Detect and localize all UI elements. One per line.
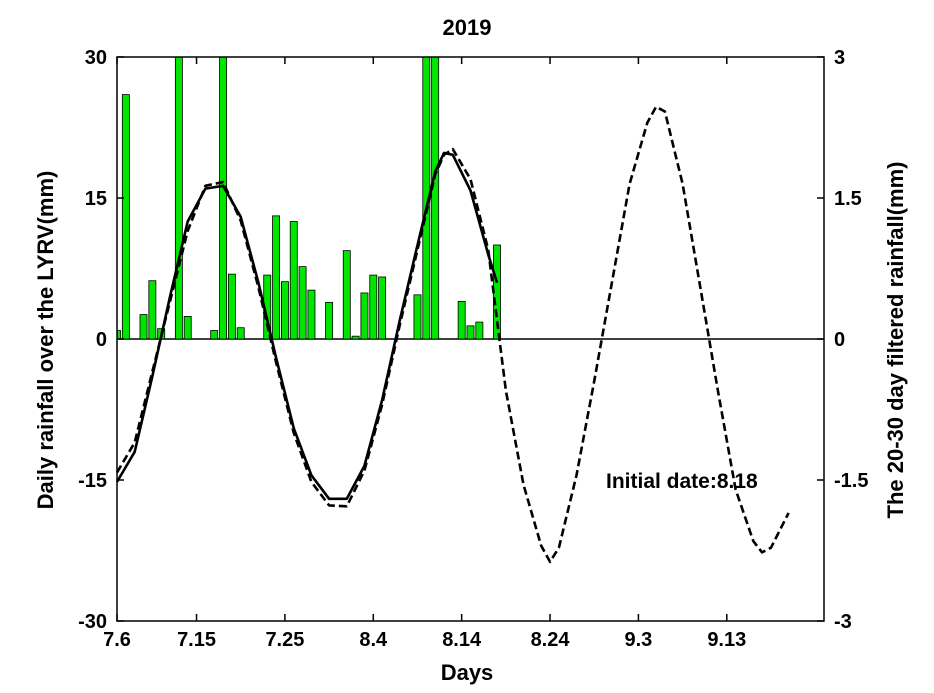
x-tick-label-4: 8.14 [442, 629, 482, 651]
rainfall-bar-28 [475, 321, 484, 340]
ticks-layer: 7.6 7.15 7.25 8.4 8.14 8.24 9.3 9.13-30-1501530… [78, 47, 868, 651]
rainfall-bar-5 [174, 56, 183, 340]
x-tick-label-3: 8.4 [359, 629, 388, 651]
rainfall-bar-10 [236, 327, 245, 340]
rainfall-bar-15 [298, 266, 307, 340]
y-left-tick-label-1: -15 [78, 470, 107, 492]
y-right-tick-label-1: -1.5 [834, 470, 868, 492]
rainfall-bar-26 [457, 300, 466, 340]
rainfall-bar-21 [369, 274, 378, 340]
rainfall-bar-27 [466, 325, 475, 340]
y-axis-left-title: Daily rainfall over the LYRV(mm) [33, 171, 58, 510]
chart-title: 2019 [443, 15, 492, 40]
rainfall-bar-20 [360, 292, 369, 340]
rainfall-bar-2 [139, 314, 148, 340]
y-left-tick-label-0: -30 [78, 611, 107, 633]
x-tick-label-7: 9.13 [707, 629, 746, 651]
y-left-tick-label-2: 0 [96, 329, 107, 351]
rainfall-bar-18 [342, 250, 351, 340]
y-right-tick-label-4: 3 [834, 47, 845, 69]
rainfall-bar-9 [227, 273, 236, 340]
rainfall-bar-1 [121, 94, 130, 340]
x-tick-label-0: 7.6 [103, 629, 131, 651]
bars-layer [116, 56, 501, 340]
lines-layer [115, 105, 790, 564]
observed-solid-line [115, 151, 499, 501]
x-tick-label-1: 7.15 [177, 629, 216, 651]
y-axis-right-title: The 20-30 day filtered rainfall(mm) [883, 162, 908, 519]
y-left-tick-label-4: 30 [85, 47, 107, 69]
rainfall-bar-7 [210, 330, 219, 340]
rainfall-bar-25 [431, 56, 440, 340]
rainfall-bar-13 [280, 281, 289, 340]
y-left-tick-label-3: 15 [85, 188, 107, 210]
initial-date-annotation: Initial date:8.18 [606, 470, 758, 493]
rainfall-bar-17 [325, 301, 334, 340]
y-right-tick-label-3: 1.5 [834, 188, 862, 210]
y-right-tick-label-2: 0 [834, 329, 845, 351]
rainfall-bar-19 [351, 335, 360, 340]
rainfall-bar-22 [378, 276, 387, 340]
rainfall-bar-14 [289, 221, 298, 340]
forecast-dashed-line [115, 105, 790, 564]
x-axis-title: Days [441, 660, 494, 685]
x-tick-label-2: 7.25 [265, 629, 304, 651]
rainfall-bar-12 [272, 215, 281, 340]
rainfall-bar-16 [307, 289, 316, 340]
rainfall-bar-6 [183, 316, 192, 340]
rainfall-bar-23 [413, 294, 422, 340]
x-tick-label-5: 8.24 [531, 629, 571, 651]
y-right-tick-label-0: -3 [834, 611, 852, 633]
rainfall-bar-8 [219, 56, 227, 340]
rainfall-bar-3 [148, 280, 157, 340]
x-tick-label-6: 9.3 [625, 629, 653, 651]
